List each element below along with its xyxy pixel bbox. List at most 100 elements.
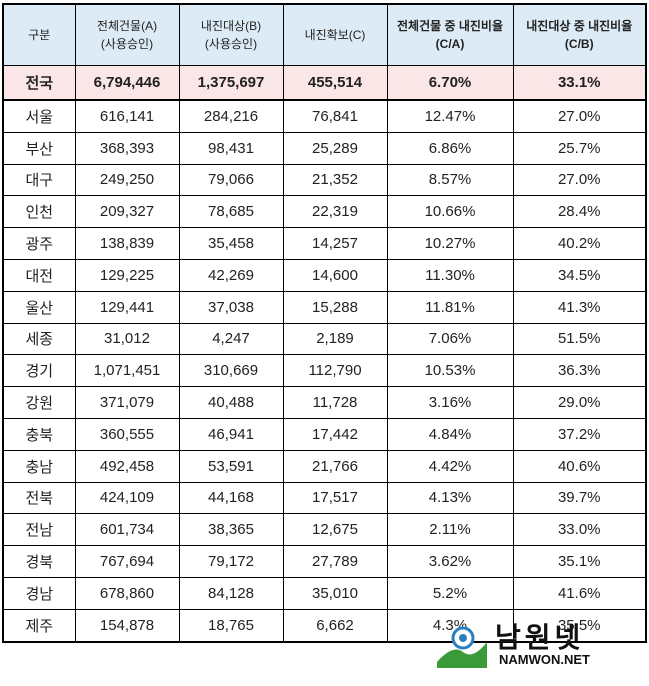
cell-d: 11.30% [386, 258, 514, 292]
cell-d: 10.27% [386, 227, 514, 260]
table-row: 대구 249,250 79,066 21,352 8.57% 27.0% [2, 163, 647, 197]
cell-c: 14,257 [282, 227, 388, 260]
seismic-statistics-table: 구분 전체건물(A) (사용승인) 내진대상(B) (사용승인) 내진확보(C) 전… [2, 3, 647, 643]
cell-b: 42,269 [178, 258, 284, 292]
total-row: 전국 6,794,446 1,375,697 455,514 6.70% 33.… [2, 65, 647, 101]
cell-d: 4.42% [386, 449, 514, 483]
total-region: 전국 [2, 65, 76, 101]
cell-e: 40.2% [512, 227, 647, 260]
cell-c: 76,841 [282, 99, 388, 133]
cell-c: 27,789 [282, 545, 388, 578]
cell-d: 7.06% [386, 322, 514, 356]
cell-d: 12.47% [386, 99, 514, 133]
cell-region: 서울 [2, 99, 76, 133]
cell-region: 대전 [2, 258, 76, 292]
cell-a: 601,734 [74, 513, 180, 547]
cell-e: 36.3% [512, 354, 647, 388]
cell-b: 18,765 [178, 608, 284, 643]
watermark-url: NAMWON.NET [499, 652, 590, 667]
cell-region: 충남 [2, 449, 76, 483]
cell-b: 37,038 [178, 290, 284, 324]
cell-c: 14,600 [282, 258, 388, 292]
cell-a: 129,441 [74, 290, 180, 324]
table-row: 인천 209,327 78,685 22,319 10.66% 28.4% [2, 195, 647, 229]
cell-e: 35.5% [512, 608, 647, 643]
watermark-title: 남원넷 [495, 621, 585, 654]
table-row: 광주 138,839 35,458 14,257 10.27% 40.2% [2, 227, 647, 260]
table-row: 충북 360,555 46,941 17,442 4.84% 37.2% [2, 417, 647, 451]
cell-e: 41.3% [512, 290, 647, 324]
cell-e: 34.5% [512, 258, 647, 292]
cell-b: 79,066 [178, 163, 284, 197]
cell-region: 대구 [2, 163, 76, 197]
total-c: 455,514 [282, 65, 388, 101]
cell-a: 678,860 [74, 576, 180, 610]
header-seismic-target: 내진대상(B) (사용승인) [178, 3, 284, 66]
cell-b: 53,591 [178, 449, 284, 483]
cell-c: 12,675 [282, 513, 388, 547]
total-a: 6,794,446 [74, 65, 180, 101]
cell-region: 경남 [2, 576, 76, 610]
header-region: 구분 [2, 3, 76, 66]
cell-a: 371,079 [74, 386, 180, 419]
cell-b: 98,431 [178, 131, 284, 165]
cell-e: 33.0% [512, 513, 647, 547]
cell-a: 154,878 [74, 608, 180, 643]
cell-d: 3.62% [386, 545, 514, 578]
cell-region: 부산 [2, 131, 76, 165]
cell-c: 25,289 [282, 131, 388, 165]
table-row: 제주 154,878 18,765 6,662 4.3% 35.5% [2, 608, 647, 643]
table-row: 경기 1,071,451 310,669 112,790 10.53% 36.3% [2, 354, 647, 388]
cell-a: 209,327 [74, 195, 180, 229]
total-e: 33.1% [512, 65, 647, 101]
cell-b: 78,685 [178, 195, 284, 229]
header-ratio-of-total: 전체건물 중 내진비율 (C/A) [386, 3, 514, 66]
header-seismic-secured: 내진확보(C) [282, 3, 388, 66]
cell-e: 35.1% [512, 545, 647, 578]
cell-a: 492,458 [74, 449, 180, 483]
table-row: 세종 31,012 4,247 2,189 7.06% 51.5% [2, 322, 647, 356]
cell-e: 25.7% [512, 131, 647, 165]
cell-c: 21,352 [282, 163, 388, 197]
cell-a: 138,839 [74, 227, 180, 260]
cell-d: 5.2% [386, 576, 514, 610]
cell-region: 경북 [2, 545, 76, 578]
cell-b: 4,247 [178, 322, 284, 356]
cell-a: 360,555 [74, 417, 180, 451]
table-row: 전북 424,109 44,168 17,517 4.13% 39.7% [2, 481, 647, 515]
cell-b: 44,168 [178, 481, 284, 515]
cell-region: 전남 [2, 513, 76, 547]
cell-c: 11,728 [282, 386, 388, 419]
cell-b: 284,216 [178, 99, 284, 133]
cell-b: 40,488 [178, 386, 284, 419]
table-row: 서울 616,141 284,216 76,841 12.47% 27.0% [2, 99, 647, 133]
cell-c: 17,442 [282, 417, 388, 451]
cell-region: 강원 [2, 386, 76, 419]
cell-c: 22,319 [282, 195, 388, 229]
cell-e: 39.7% [512, 481, 647, 515]
cell-region: 전북 [2, 481, 76, 515]
cell-c: 112,790 [282, 354, 388, 388]
table-row: 전남 601,734 38,365 12,675 2.11% 33.0% [2, 513, 647, 547]
cell-e: 28.4% [512, 195, 647, 229]
cell-c: 15,288 [282, 290, 388, 324]
cell-e: 27.0% [512, 99, 647, 133]
total-d: 6.70% [386, 65, 514, 101]
cell-e: 40.6% [512, 449, 647, 483]
cell-e: 51.5% [512, 322, 647, 356]
cell-region: 울산 [2, 290, 76, 324]
cell-region: 제주 [2, 608, 76, 643]
namwon-net-watermark: 남원넷 NAMWON.NET [433, 616, 633, 674]
cell-b: 310,669 [178, 354, 284, 388]
cell-a: 424,109 [74, 481, 180, 515]
header-row: 구분 전체건물(A) (사용승인) 내진대상(B) (사용승인) 내진확보(C) 전… [2, 3, 647, 66]
cell-e: 27.0% [512, 163, 647, 197]
cell-region: 경기 [2, 354, 76, 388]
cell-region: 인천 [2, 195, 76, 229]
table-row: 울산 129,441 37,038 15,288 11.81% 41.3% [2, 290, 647, 324]
cell-d: 3.16% [386, 386, 514, 419]
cell-b: 38,365 [178, 513, 284, 547]
cell-b: 79,172 [178, 545, 284, 578]
cell-d: 10.53% [386, 354, 514, 388]
cell-d: 4.84% [386, 417, 514, 451]
